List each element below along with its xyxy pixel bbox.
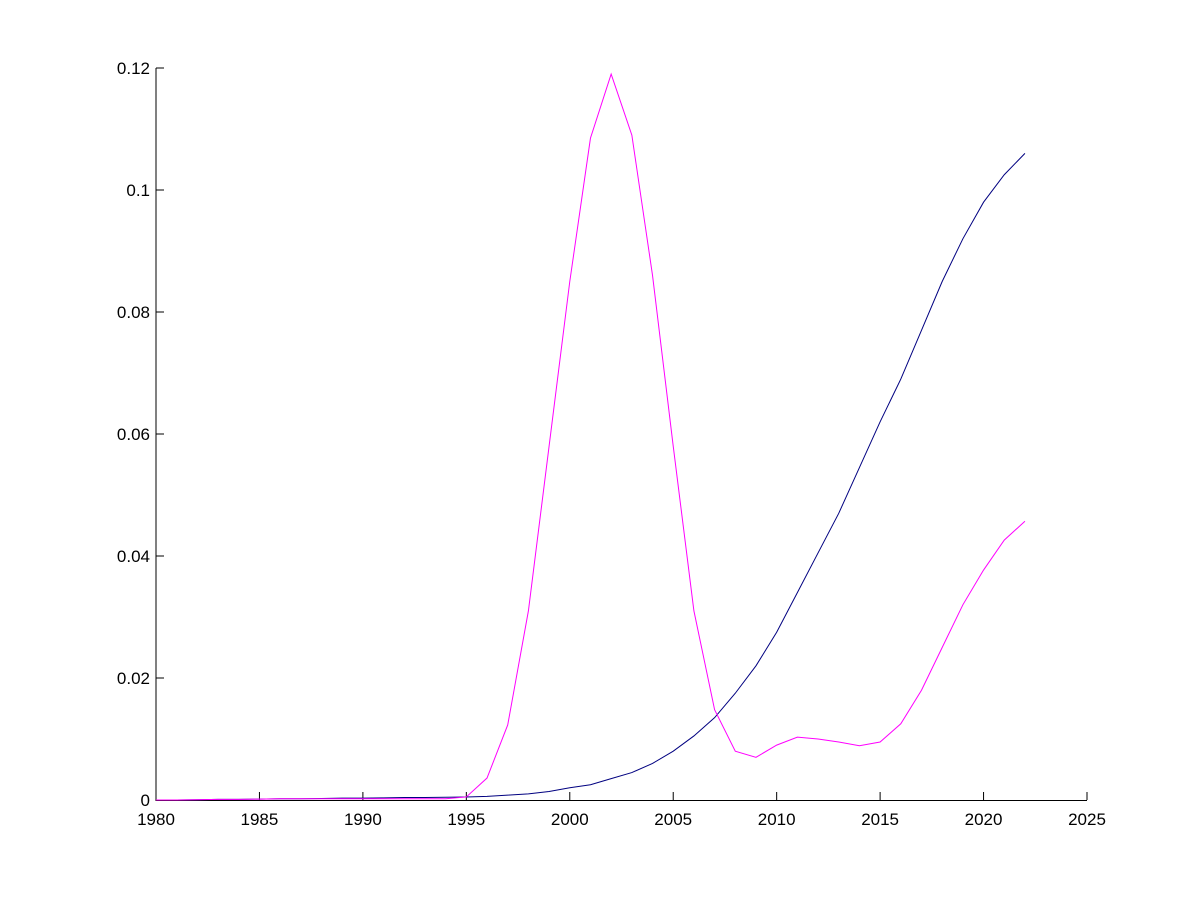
- x-tick-label: 2010: [758, 810, 796, 829]
- x-tick-label: 2025: [1068, 810, 1106, 829]
- x-tick-label: 1985: [241, 810, 279, 829]
- x-tick-label: 2000: [551, 810, 589, 829]
- y-tick-label: 0.08: [117, 303, 150, 322]
- y-tick-label: 0.04: [117, 547, 150, 566]
- y-tick-label: 0: [141, 791, 150, 810]
- x-tick-label: 1990: [344, 810, 382, 829]
- x-tick-label: 2005: [654, 810, 692, 829]
- y-tick-label: 0.02: [117, 669, 150, 688]
- y-tick-label: 0.12: [117, 59, 150, 78]
- y-tick-label: 0.06: [117, 425, 150, 444]
- x-tick-label: 2020: [965, 810, 1003, 829]
- line-series: [156, 72, 1026, 801]
- x-tick-label: 2015: [861, 810, 899, 829]
- x-tick-label: 1995: [447, 810, 485, 829]
- y-tick-label: 0.1: [126, 181, 150, 200]
- x-tick-label: 1980: [137, 810, 175, 829]
